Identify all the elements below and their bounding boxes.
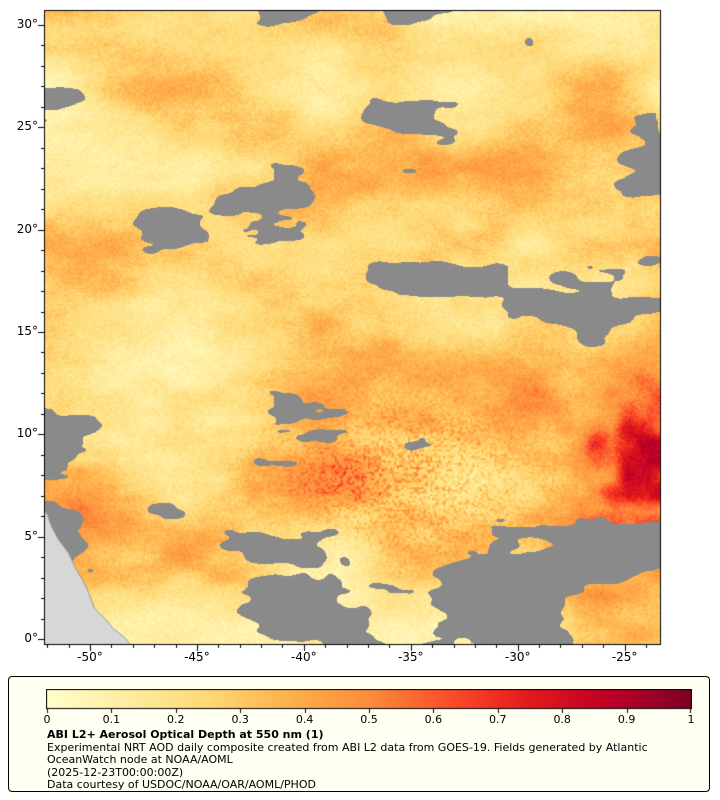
colorbar-tick-label: 0.7 bbox=[489, 713, 507, 726]
colorbar-tick-label: 0.8 bbox=[553, 713, 571, 726]
legend-timestamp: (2025-12-23T00:00:00Z) bbox=[47, 765, 184, 779]
colorbar-tick-label: 1 bbox=[687, 713, 695, 726]
lat-tick-label: 25° bbox=[16, 119, 38, 134]
colorbar-tick-label: 0 bbox=[43, 713, 51, 726]
colorbar-tick-label: 0.9 bbox=[617, 713, 636, 726]
aod-map-canvas bbox=[0, 0, 720, 672]
lat-tick-label: 5° bbox=[24, 528, 38, 543]
lon-tick-label: -45° bbox=[184, 650, 210, 664]
lat-tick-label: 0° bbox=[24, 631, 38, 646]
legend-title: ABI L2+ Aerosol Optical Depth at 550 nm … bbox=[47, 728, 324, 741]
lat-tick-label: 10° bbox=[16, 426, 38, 441]
lon-tick-label: -50° bbox=[77, 650, 103, 664]
lat-tick-label: 15° bbox=[16, 324, 38, 338]
colorbar-tick-label: 0.3 bbox=[231, 713, 249, 726]
legend-description-line-1: Experimental NRT AOD daily composite cre… bbox=[47, 740, 648, 754]
legend-description-line-2: OceanWatch node at NOAA/AOML bbox=[47, 753, 233, 766]
colorbar-tick-label: 0.4 bbox=[295, 713, 314, 726]
colorbar-tick-label: 0.1 bbox=[102, 713, 121, 726]
colorbar-tick-label: 0.6 bbox=[424, 713, 443, 726]
lon-tick-label: -40° bbox=[291, 650, 317, 664]
lon-tick-label: -30° bbox=[504, 650, 531, 664]
legend-box: 0 0.1 0.2 0.3 0.4 0.5 0.6 0.7 0.8 0.9 1 ABI L2+ Ae… bbox=[8, 676, 710, 792]
legend-text-block: ABI L2+ Aerosol Optical Depth at 550 nm … bbox=[47, 728, 697, 792]
colorbar-tick-label: 0.2 bbox=[167, 713, 185, 726]
colorbar-canvas bbox=[46, 689, 692, 714]
colorbar-tick-label: 0.5 bbox=[360, 713, 378, 726]
lat-tick-label: 20° bbox=[16, 221, 38, 236]
legend-credit: Data courtesy of USDOC/NOAA/OAR/AOML/PHO… bbox=[47, 778, 316, 791]
lat-tick-label: 30° bbox=[16, 16, 38, 31]
lon-tick-label: -35° bbox=[397, 650, 424, 664]
lon-tick-label: -25° bbox=[611, 650, 638, 664]
